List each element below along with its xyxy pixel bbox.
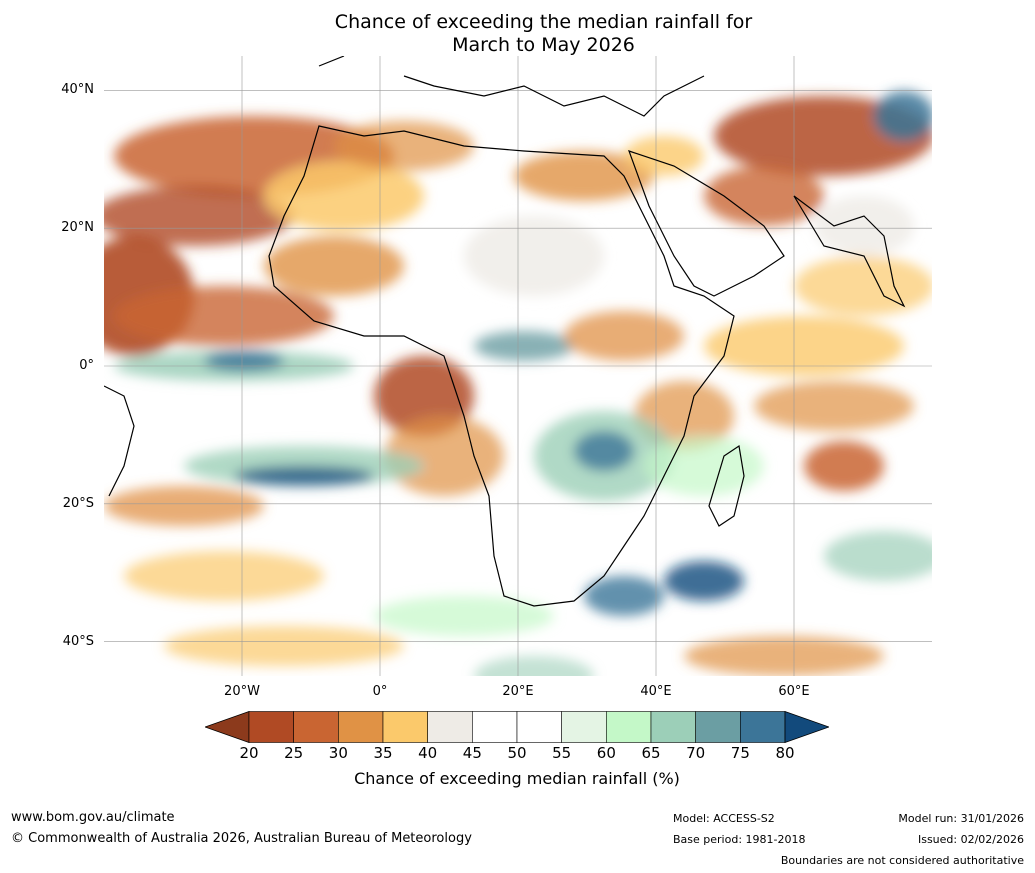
colorbar-tick-45: 45 bbox=[462, 744, 482, 762]
colorbar-label: Chance of exceeding median rainfall (%) bbox=[354, 769, 680, 788]
longitude-label-20e: 20°E bbox=[502, 684, 534, 699]
colorbar-segment bbox=[561, 711, 607, 743]
field-patch bbox=[204, 351, 284, 371]
south-america-coastline bbox=[104, 385, 135, 497]
longitude-label-60e: 60°E bbox=[778, 684, 810, 699]
field-patch bbox=[474, 656, 594, 676]
field-patch bbox=[104, 186, 294, 246]
model-name: Model: ACCESS-S2 bbox=[673, 812, 775, 825]
colorbar-extension-low bbox=[203, 710, 250, 744]
field-patch bbox=[124, 551, 324, 601]
colorbar-tick-35: 35 bbox=[373, 744, 393, 762]
colorbar-tick-30: 30 bbox=[328, 744, 348, 762]
map-title-line-2: March to May 2026 bbox=[452, 34, 635, 56]
colorbar-tick-55: 55 bbox=[552, 744, 572, 762]
colorbar-segment bbox=[472, 711, 518, 743]
graticule bbox=[104, 56, 932, 676]
map-title-line-1: Chance of exceeding the median rainfall … bbox=[334, 11, 753, 33]
field-patch bbox=[804, 441, 884, 491]
field-patch bbox=[644, 436, 764, 496]
field-patch bbox=[824, 531, 932, 581]
longitude-label-20w: 20°W bbox=[224, 684, 260, 699]
field-patch bbox=[704, 316, 904, 376]
copyright-notice: © Commonwealth of Australia 2026, Austra… bbox=[11, 831, 472, 846]
field-patch bbox=[374, 356, 474, 436]
rainfall-map bbox=[104, 56, 932, 676]
colorbar-segment bbox=[740, 711, 786, 743]
colorbar-tick-40: 40 bbox=[418, 744, 438, 762]
arabia-coastline bbox=[628, 150, 785, 297]
coastlines bbox=[104, 56, 906, 607]
colorbar-tick-60: 60 bbox=[596, 744, 616, 762]
latitude-label-20n: 20°N bbox=[61, 220, 94, 236]
field-patch bbox=[564, 311, 684, 361]
field-patch bbox=[574, 431, 634, 471]
latitude-label-40n: 40°N bbox=[61, 82, 94, 98]
colorbar-tick-75: 75 bbox=[730, 744, 750, 762]
field-patch bbox=[874, 91, 932, 141]
colorbar-segment bbox=[650, 711, 696, 743]
colorbar-segment bbox=[516, 711, 562, 743]
colorbar-graphic bbox=[203, 710, 831, 744]
field-patch bbox=[264, 161, 424, 231]
field-patch bbox=[164, 626, 404, 666]
colorbar-tick-20: 20 bbox=[239, 744, 259, 762]
field-patch bbox=[234, 466, 374, 486]
colorbar-segment bbox=[606, 711, 652, 743]
field-patch bbox=[464, 216, 604, 296]
field-patch bbox=[104, 486, 264, 526]
latitude-label-20s: 20°S bbox=[62, 495, 94, 511]
longitude-label-0: 0° bbox=[372, 684, 388, 699]
field-patch bbox=[814, 196, 914, 256]
rainfall-field bbox=[104, 91, 932, 676]
colorbar-tick-65: 65 bbox=[641, 744, 661, 762]
field-patch bbox=[474, 331, 574, 361]
model-run-date: Model run: 31/01/2026 bbox=[898, 812, 1024, 825]
colorbar bbox=[203, 710, 831, 744]
colorbar-segment bbox=[695, 711, 741, 743]
madagascar-coastline bbox=[708, 444, 745, 527]
europe-coastline bbox=[318, 56, 705, 117]
colorbar-segment bbox=[293, 711, 339, 743]
colorbar-segment bbox=[382, 711, 428, 743]
colorbar-segment bbox=[248, 711, 294, 743]
field-patch bbox=[584, 576, 664, 616]
colorbar-extension-high bbox=[784, 710, 831, 744]
base-period: Base period: 1981-2018 bbox=[673, 833, 806, 846]
colorbar-tick-50: 50 bbox=[507, 744, 527, 762]
colorbar-tick-25: 25 bbox=[284, 744, 304, 762]
website-link[interactable]: www.bom.gov.au/climate bbox=[11, 810, 175, 825]
field-patch bbox=[664, 561, 744, 601]
colorbar-tick-80: 80 bbox=[775, 744, 795, 762]
colorbar-segment bbox=[427, 711, 473, 743]
latitude-label-40s: 40°S bbox=[62, 633, 94, 649]
india-coastline bbox=[793, 195, 906, 308]
colorbar-segment bbox=[338, 711, 384, 743]
issued-date: Issued: 02/02/2026 bbox=[917, 833, 1024, 846]
longitude-label-40e: 40°E bbox=[640, 684, 672, 699]
field-patch bbox=[754, 381, 914, 431]
latitude-label-0: 0° bbox=[79, 358, 94, 373]
colorbar-tick-70: 70 bbox=[686, 744, 706, 762]
field-patch bbox=[514, 151, 654, 201]
rainfall-map-canvas bbox=[104, 56, 932, 676]
field-patch bbox=[264, 236, 404, 296]
field-patch bbox=[334, 121, 474, 171]
field-patch bbox=[624, 136, 704, 176]
field-patch bbox=[384, 416, 504, 496]
boundaries-disclaimer: Boundaries are not considered authoritat… bbox=[780, 854, 1024, 867]
field-patch bbox=[374, 596, 554, 636]
field-patch bbox=[114, 286, 334, 346]
field-patch bbox=[794, 256, 932, 316]
africa-coastline bbox=[268, 125, 735, 607]
field-patch bbox=[684, 636, 884, 676]
